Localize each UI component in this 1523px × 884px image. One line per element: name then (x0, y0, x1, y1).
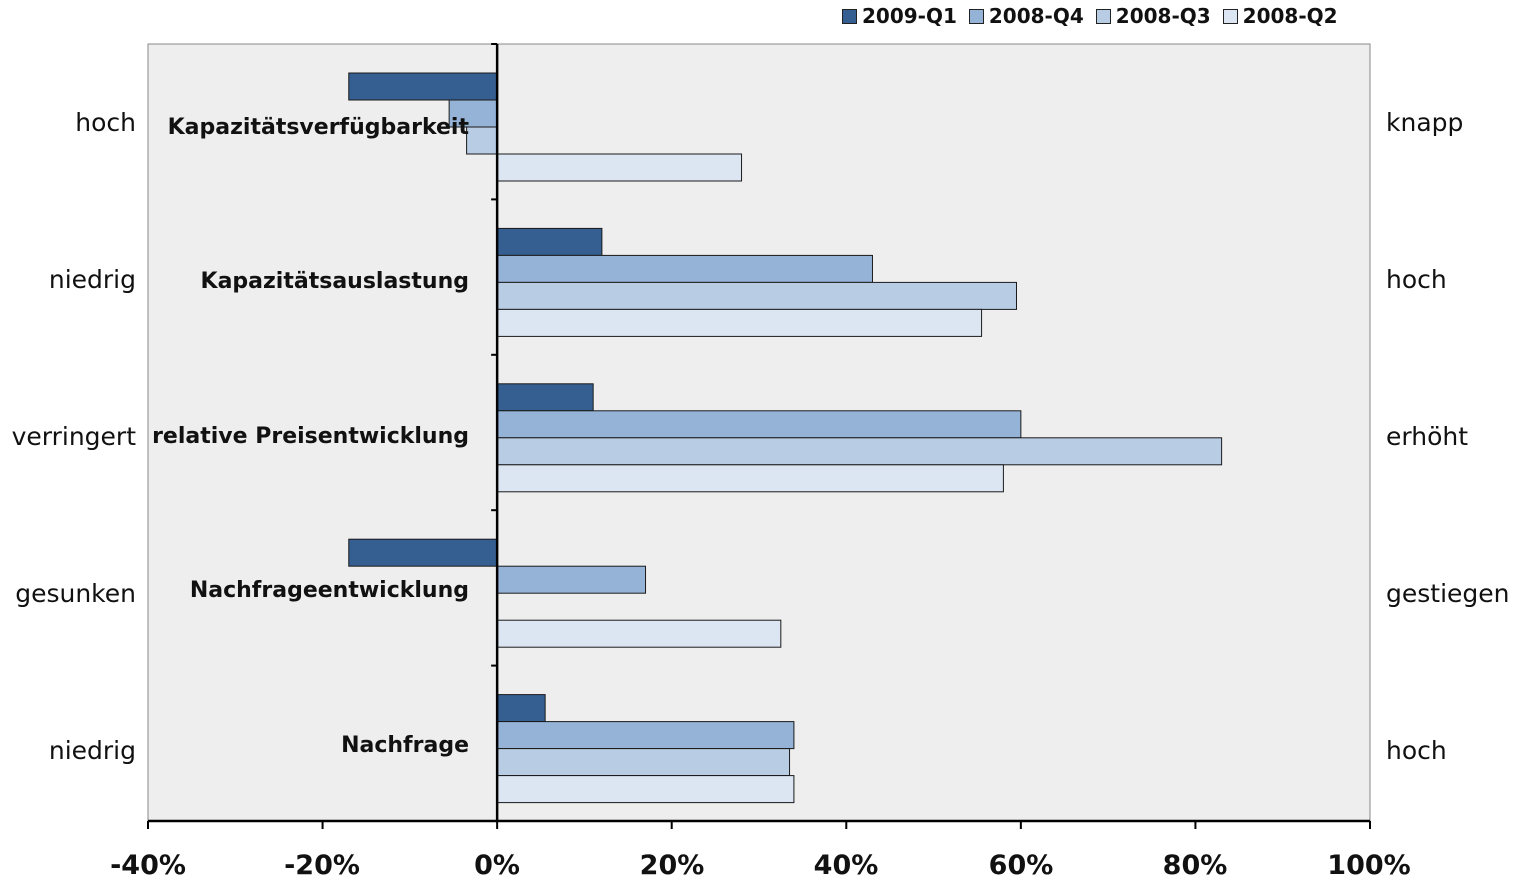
bar-2008-q2-0 (496, 153, 743, 182)
bar-2009-q1-2 (496, 383, 594, 412)
right-label-preisentwicklung: erhöht (1386, 422, 1469, 451)
left-label-nachfrageentwicklung: gesunken (15, 579, 136, 608)
left-label-preisentwicklung: verringert (11, 422, 136, 451)
bar-2009-q1-0 (348, 72, 498, 101)
left-label-nachfrage: niedrig (48, 736, 136, 765)
x-tick-label: 40% (813, 850, 879, 881)
legend-item-2008-q4: 2008-Q4 (968, 4, 1084, 28)
bar-2008-q4-3 (496, 565, 647, 594)
left-label-kapazitaetsauslastung: niedrig (48, 265, 136, 294)
x-tick-label: 20% (639, 850, 705, 881)
bar-2008-q3-1 (496, 281, 1017, 310)
bar-2008-q3-0 (466, 126, 498, 155)
legend: 2009-Q1 2008-Q4 2008-Q3 2008-Q2 (842, 4, 1338, 28)
right-label-nachfrageentwicklung: gestiegen (1386, 579, 1510, 608)
bar-2009-q1-3 (348, 538, 498, 567)
legend-item-2008-q2: 2008-Q2 (1222, 4, 1338, 28)
legend-swatch-2008-q3 (1095, 8, 1111, 24)
bar-2008-q4-1 (496, 254, 873, 283)
bar-2009-q1-1 (496, 227, 603, 256)
legend-item-2008-q3: 2008-Q3 (1095, 4, 1211, 28)
x-tick-label: 100% (1327, 850, 1411, 881)
x-tick-label: 60% (988, 850, 1054, 881)
bar-2008-q3-2 (496, 437, 1223, 466)
bar-2008-q2-3 (496, 619, 782, 648)
bar-2008-q3-4 (496, 748, 791, 777)
category-label-nachfrage: Nachfrage (341, 733, 469, 758)
x-tick-label: -40% (110, 850, 186, 881)
legend-swatch-2008-q2 (1222, 8, 1238, 24)
legend-item-2009-q1: 2009-Q1 (842, 4, 957, 28)
bar-2008-q2-4 (496, 775, 795, 804)
right-label-nachfrage: hoch (1386, 736, 1447, 765)
category-label-preisentwicklung: relative Preisentwicklung (152, 424, 469, 449)
bar-2009-q1-4 (496, 694, 546, 723)
x-tick-label: 80% (1162, 850, 1228, 881)
bar-2008-q4-2 (496, 410, 1022, 439)
legend-label: 2008-Q3 (1115, 4, 1211, 28)
bar-2008-q2-2 (496, 464, 1004, 493)
category-label-kapazitaetsauslastung: Kapazitätsauslastung (200, 269, 469, 294)
x-tick-label: -20% (284, 850, 360, 881)
legend-label: 2008-Q4 (988, 4, 1084, 28)
category-label-nachfrageentwicklung: Nachfrageentwicklung (189, 578, 469, 603)
right-label-kapazitaetsauslastung: hoch (1386, 265, 1447, 294)
category-label-kapazitaetsverfuegbarkeit: Kapazitätsverfügbarkeit (167, 115, 469, 140)
legend-label: 2009-Q1 (862, 4, 957, 28)
left-label-kapazitaetsverfuegbarkeit: hoch (75, 108, 136, 137)
x-tick-label: 0% (474, 850, 520, 881)
bar-2008-q2-1 (496, 308, 983, 337)
bar-2008-q4-4 (496, 721, 795, 750)
legend-label: 2008-Q2 (1242, 4, 1338, 28)
legend-swatch-2008-q4 (968, 8, 984, 24)
right-label-kapazitaetsverfuegbarkeit: knapp (1386, 108, 1464, 137)
legend-swatch-2009-q1 (842, 8, 857, 24)
